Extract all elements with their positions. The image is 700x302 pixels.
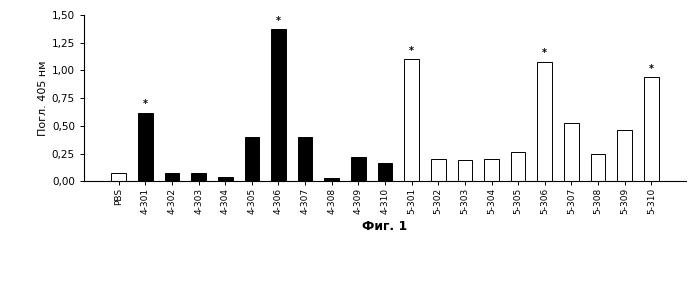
Bar <box>617 130 632 181</box>
Text: *: * <box>276 16 281 26</box>
Bar <box>591 153 606 181</box>
Bar <box>431 159 446 181</box>
Bar <box>564 123 579 181</box>
Bar <box>218 177 232 181</box>
Bar <box>644 77 659 181</box>
Bar <box>191 173 206 181</box>
Bar <box>138 113 153 181</box>
Bar <box>378 163 392 181</box>
Bar <box>244 137 259 181</box>
Bar <box>458 160 472 181</box>
Y-axis label: Погл. 405 нм: Погл. 405 нм <box>38 60 48 136</box>
Bar <box>484 159 499 181</box>
Text: *: * <box>542 48 547 58</box>
Text: *: * <box>409 46 414 56</box>
Bar <box>351 157 365 181</box>
X-axis label: Фиг. 1: Фиг. 1 <box>363 220 407 233</box>
Bar <box>164 173 179 181</box>
Bar <box>511 153 526 181</box>
Bar <box>271 30 286 181</box>
Text: *: * <box>143 99 148 109</box>
Bar <box>405 59 419 181</box>
Text: *: * <box>649 64 654 74</box>
Bar <box>298 137 312 181</box>
Bar <box>324 178 339 181</box>
Bar <box>111 173 126 181</box>
Bar <box>538 62 552 181</box>
